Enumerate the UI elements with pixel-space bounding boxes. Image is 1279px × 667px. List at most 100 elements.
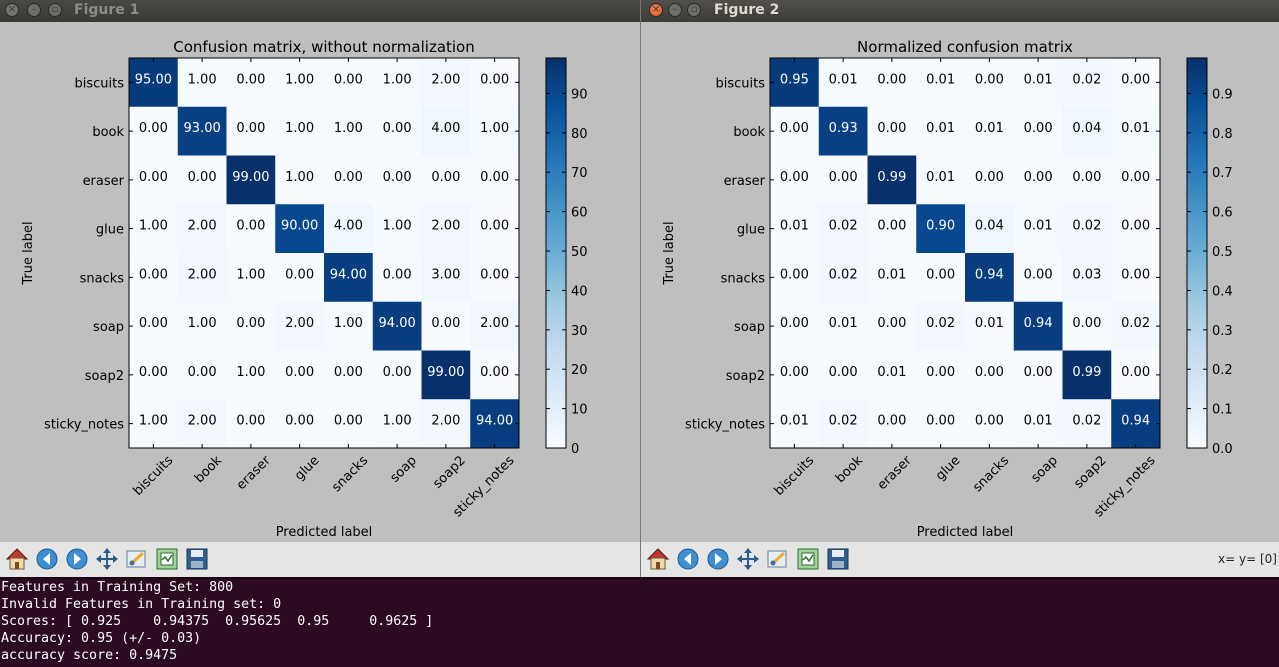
minimize-icon[interactable]: –: [668, 3, 682, 17]
cell-value-label: 0.00: [780, 365, 809, 380]
matrix-cell: [770, 399, 820, 449]
chart-title: Normalized confusion matrix: [857, 38, 1073, 56]
cell-value-label: 1.00: [285, 170, 314, 185]
cell-value-label: 0.01: [829, 316, 858, 331]
matrix-cell: [818, 350, 868, 400]
forward-arrow-icon[interactable]: [705, 546, 731, 572]
matrix-cell: [177, 204, 227, 254]
cell-value-label: 0.00: [431, 316, 460, 331]
y-tick-label: book: [92, 125, 124, 140]
matrix-cell: [770, 253, 820, 303]
matrix-cell: [867, 350, 917, 400]
cell-value-label: 90.00: [281, 219, 318, 234]
cell-value-label: 0.02: [829, 219, 858, 234]
matrix-cell: [129, 253, 179, 303]
matrix-cell: [372, 399, 422, 449]
cell-value-label: 1.00: [334, 121, 363, 136]
cell-value-label: 4.00: [334, 219, 363, 234]
cell-value-label: 0.00: [480, 170, 509, 185]
cell-value-label: 0.00: [780, 267, 809, 282]
cell-value-label: 0.00: [480, 72, 509, 87]
matrix-cell: [770, 350, 820, 400]
matrix-cell: [275, 58, 325, 108]
save-icon[interactable]: [184, 546, 210, 572]
matrix-cell: [1111, 204, 1161, 254]
figure-2-titlebar[interactable]: × – ▫ Figure 2: [641, 0, 1279, 22]
cell-value-label: 0.01: [975, 121, 1004, 136]
matrix-cell: [916, 58, 966, 108]
cell-value-label: 0.00: [139, 267, 168, 282]
save-icon[interactable]: [825, 546, 851, 572]
matrix-cell: [470, 204, 520, 254]
matrix-cell: [226, 350, 276, 400]
cell-value-label: 0.00: [1072, 316, 1101, 331]
back-arrow-icon[interactable]: [675, 546, 701, 572]
cell-value-label: 0.00: [1121, 170, 1150, 185]
maximize-icon[interactable]: ▫: [687, 3, 701, 17]
colorbar-tick-label: 40: [571, 284, 588, 299]
cell-value-label: 0.00: [139, 121, 168, 136]
home-icon[interactable]: [645, 546, 671, 572]
matrix-cell: [1111, 253, 1161, 303]
matrix-cell: [177, 155, 227, 205]
cell-value-label: 0.00: [1024, 267, 1053, 282]
matrix-cell: [1062, 350, 1112, 400]
terminal-line: Accuracy: 0.95 (+/- 0.03): [1, 631, 202, 646]
cell-value-label: 0.00: [877, 219, 906, 234]
matrix-cell: [1013, 155, 1063, 205]
cell-value-label: 1.00: [236, 365, 265, 380]
cell-value-label: 2.00: [431, 219, 460, 234]
maximize-icon[interactable]: ▫: [48, 3, 62, 17]
matrix-cell: [770, 155, 820, 205]
close-icon[interactable]: ×: [5, 3, 19, 17]
colorbar-tick-label: 30: [571, 324, 588, 339]
cell-value-label: 0.01: [877, 365, 906, 380]
terminal-output[interactable]: Features in Training Set: 800 Invalid Fe…: [0, 577, 1279, 667]
cell-value-label: 0.00: [780, 121, 809, 136]
matrix-cell: [916, 301, 966, 351]
cell-value-label: 0.02: [1072, 414, 1101, 429]
cell-value-label: 0.00: [236, 414, 265, 429]
cell-value-label: 0.00: [334, 72, 363, 87]
cell-value-label: 0.00: [1121, 72, 1150, 87]
zoom-rect-icon[interactable]: [124, 546, 150, 572]
y-tick-label: sticky_notes: [44, 418, 124, 433]
matrix-cell: [965, 106, 1015, 156]
cell-value-label: 0.01: [975, 316, 1004, 331]
colorbar-tick-label: 0.5: [1212, 245, 1233, 260]
close-icon[interactable]: ×: [649, 3, 663, 17]
back-arrow-icon[interactable]: [34, 546, 60, 572]
pan-icon[interactable]: [94, 546, 120, 572]
pan-icon[interactable]: [735, 546, 761, 572]
configure-subplots-icon[interactable]: [154, 546, 180, 572]
matrix-cell: [226, 155, 276, 205]
cell-value-label: 1.00: [188, 316, 217, 331]
cell-value-label: 0.01: [1121, 121, 1150, 136]
cell-value-label: 0.00: [829, 170, 858, 185]
cell-value-label: 0.00: [480, 219, 509, 234]
matrix-cell: [1062, 58, 1112, 108]
cell-value-label: 3.00: [431, 267, 460, 282]
cell-value-label: 0.01: [1024, 219, 1053, 234]
matrix-cell: [324, 350, 374, 400]
zoom-rect-icon[interactable]: [765, 546, 791, 572]
home-icon[interactable]: [4, 546, 30, 572]
minimize-icon[interactable]: –: [27, 3, 41, 17]
matrix-cell: [1111, 399, 1161, 449]
y-tick-label: eraser: [83, 174, 125, 189]
matrix-cell: [1013, 58, 1063, 108]
matrix-cell: [324, 204, 374, 254]
matrix-cell: [1013, 253, 1063, 303]
terminal-line: Features in Training Set: 800: [1, 580, 234, 595]
matrix-cell: [1111, 301, 1161, 351]
figure-1-titlebar[interactable]: × – ▫ Figure 1: [0, 0, 640, 22]
cell-value-label: 1.00: [139, 219, 168, 234]
cell-value-label: 0.00: [188, 365, 217, 380]
matrix-cell: [129, 350, 179, 400]
y-tick-label: biscuits: [715, 76, 765, 91]
configure-subplots-icon[interactable]: [795, 546, 821, 572]
colorbar-tick-label: 90: [571, 87, 588, 102]
matrix-cell: [965, 204, 1015, 254]
colorbar-tick-label: 0.7: [1212, 166, 1233, 181]
forward-arrow-icon[interactable]: [64, 546, 90, 572]
